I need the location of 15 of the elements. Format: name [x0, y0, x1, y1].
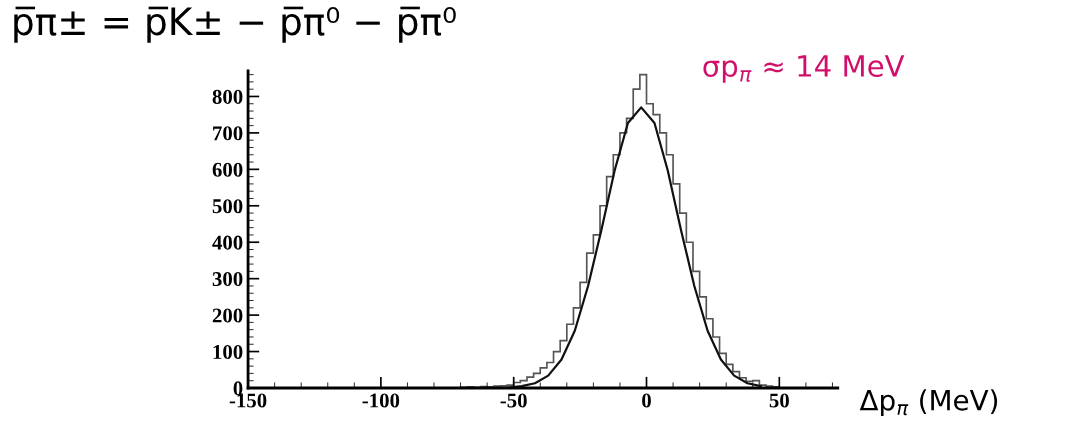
x-tick-label: 50 — [769, 393, 789, 408]
y-tick-label: 700 — [213, 126, 243, 141]
y-tick-label: 800 — [212, 89, 243, 104]
y-tick-label: 500 — [212, 199, 243, 214]
x-tick-label: -100 — [362, 393, 400, 408]
y-tick-label: 600 — [212, 162, 243, 177]
y-tick-label: 400 — [212, 235, 243, 250]
x-tick-label: 0 — [642, 393, 651, 408]
y-tick-label: 200 — [212, 308, 243, 323]
x-tick-label: -50 — [500, 393, 527, 408]
x-axis-title: Δp$_{π}$ (MeV) — [859, 389, 998, 417]
chart-title: p̅π± = p̅K± − p̅π⁰ − p̅π⁰ — [14, 6, 456, 43]
y-tick-label: 100 — [213, 344, 243, 359]
y-tick-label: 300 — [212, 272, 243, 287]
annotation: σp$_{π}$ ≈ 14 MeV — [703, 55, 905, 83]
